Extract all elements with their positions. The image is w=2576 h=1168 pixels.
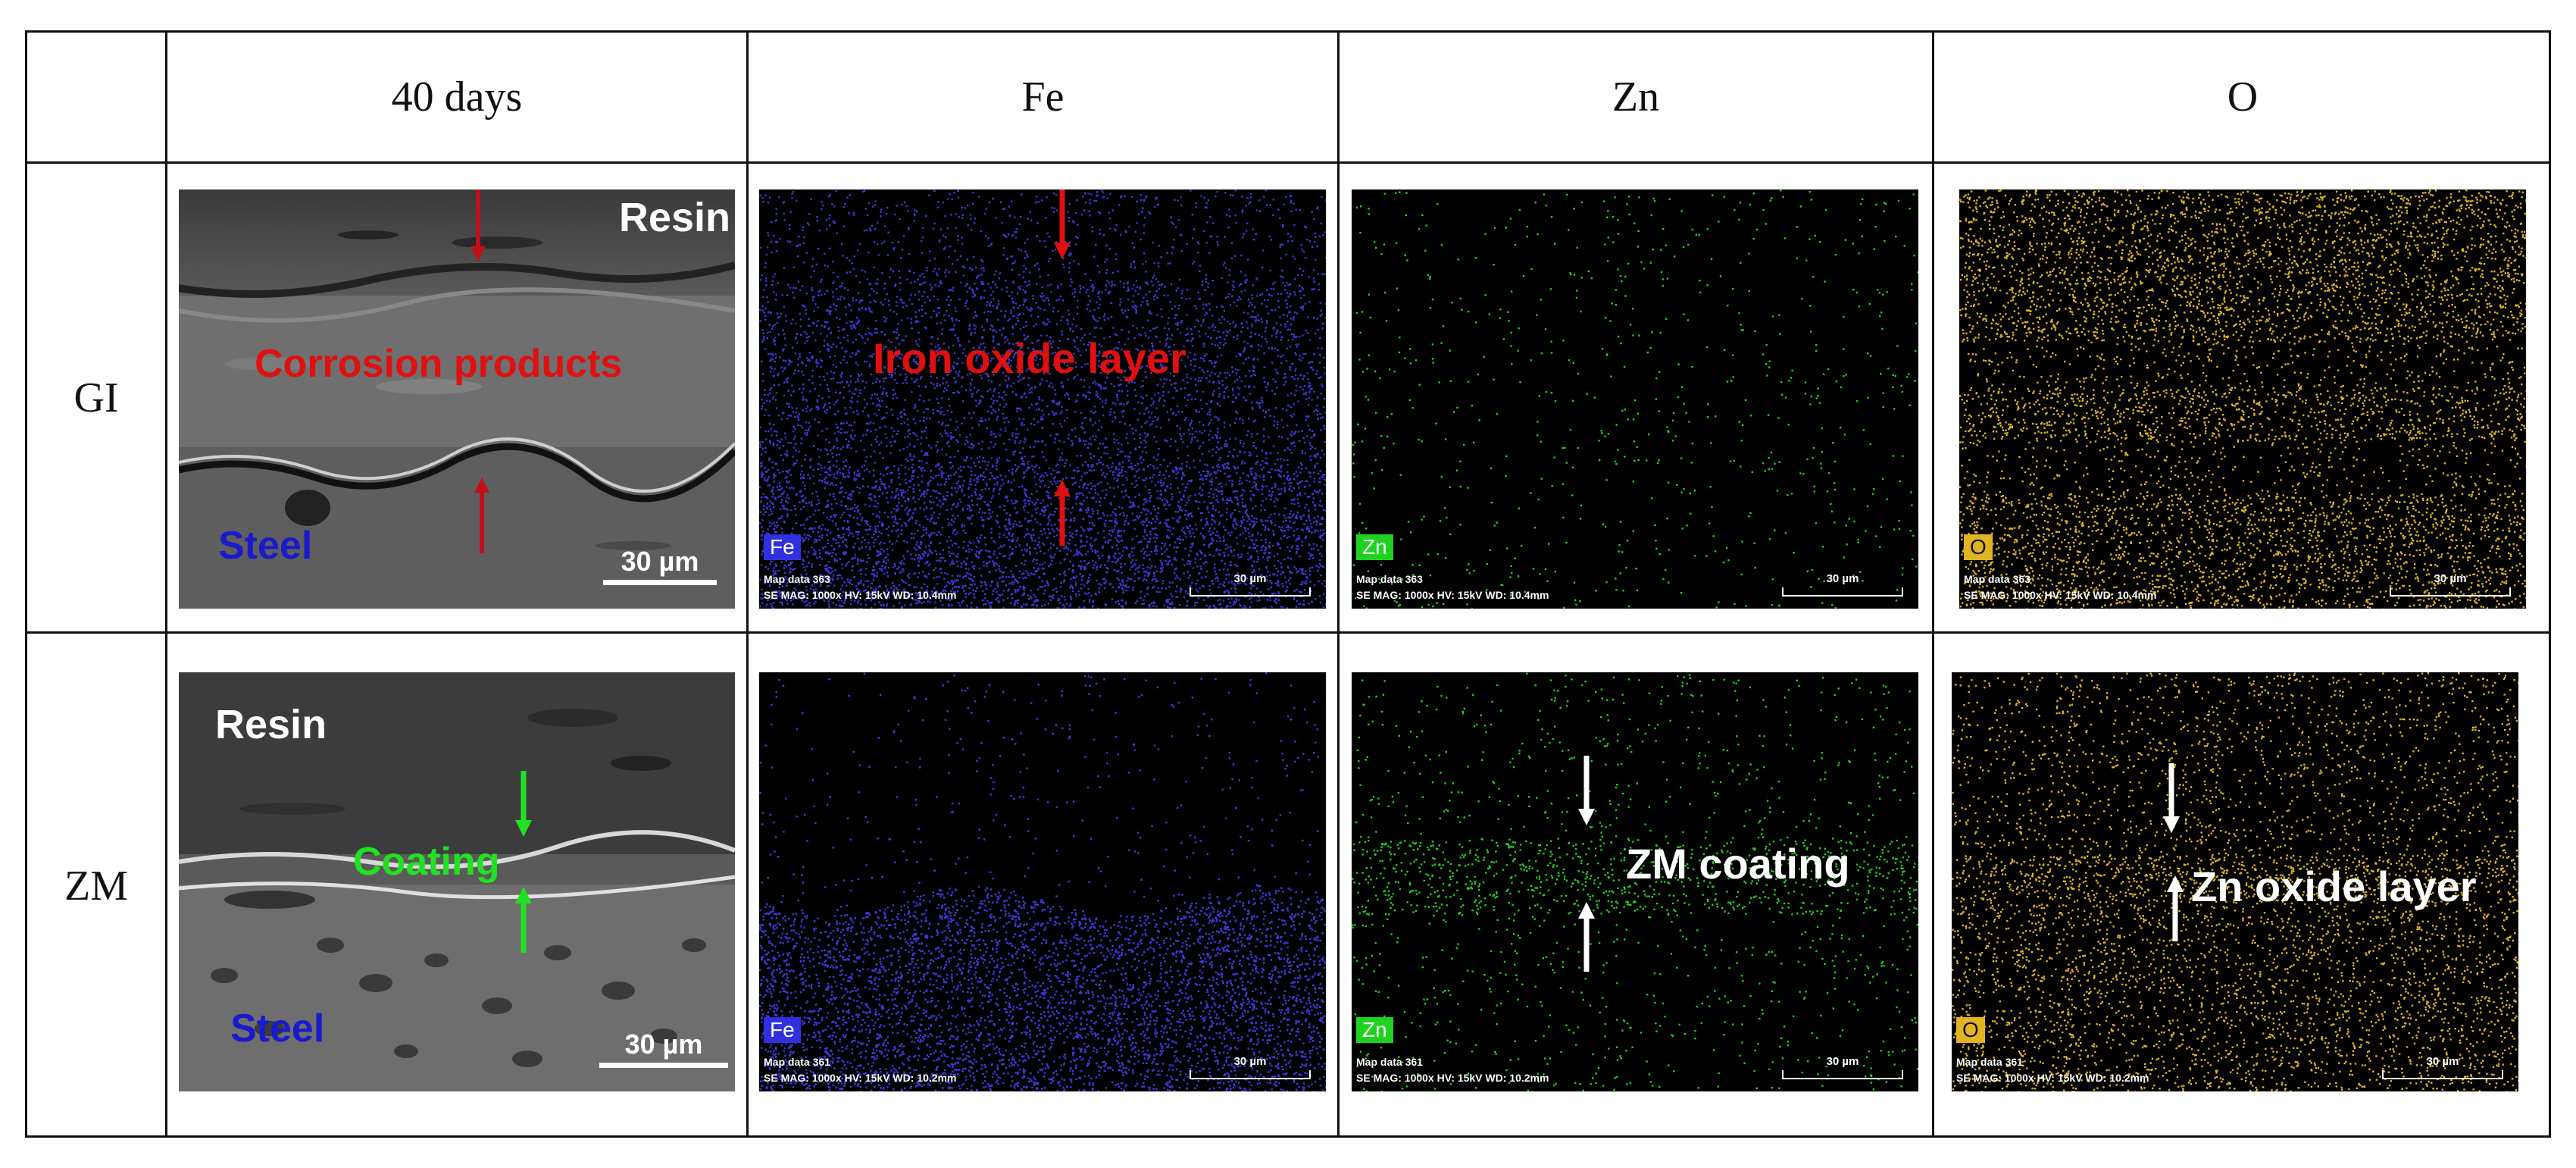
gi-zn-badge: Zn (1356, 534, 1393, 560)
zm-coating-label: Coating (353, 839, 500, 885)
gi-o-mapdata: Map data 363 (1964, 573, 2030, 586)
zm-fe-map: Fe Map data 361 SE MAG: 1000x HV: 15kV W… (759, 672, 1326, 1091)
gi-zn-params: SE MAG: 1000x HV: 15kV WD: 10.4mm (1356, 589, 1549, 602)
zm-fe-mapdata: Map data 361 (764, 1056, 830, 1069)
zm-o-arrows (2163, 763, 2184, 941)
map-speckle (1959, 189, 2526, 609)
zm-sem-arrows (515, 771, 532, 953)
map-speckle (759, 189, 1326, 609)
zm-fe-scale-text: 30 µm (1190, 1055, 1311, 1068)
zm-fe-badge: Fe (764, 1017, 801, 1043)
row-label-gi: GI (27, 164, 165, 631)
zm-o-mapdata: Map data 361 (1956, 1056, 2023, 1069)
gi-zn-scale-text: 30 µm (1782, 572, 1903, 585)
gi-o-dots (1959, 189, 2526, 609)
zm-fe-params: SE MAG: 1000x HV: 15kV WD: 10.2mm (764, 1072, 956, 1085)
gi-steel-label: Steel (218, 523, 312, 568)
gi-sem-scale-text: 30 µm (603, 546, 717, 578)
gi-sem-scale-bar (603, 580, 717, 585)
column-header-40-days: 40 days (167, 33, 746, 161)
gi-fe-dots (759, 189, 1326, 609)
gi-zn-mapdata: Map data 363 (1356, 573, 1423, 586)
column-header-zn: Zn (1340, 33, 1932, 161)
gi-o-params: SE MAG: 1000x HV: 15kV WD: 10.4mm (1964, 589, 2156, 602)
gi-zn-dots (1352, 189, 1918, 609)
gi-fe-badge: Fe (764, 534, 801, 560)
zm-fe-scale-bar (1190, 1070, 1311, 1079)
table-divider (165, 30, 167, 1138)
table-divider (1932, 30, 1934, 1138)
column-header-o: O (1934, 33, 2551, 161)
zm-zn-scale-text: 30 µm (1782, 1055, 1903, 1068)
zm-o-badge: O (1956, 1017, 1985, 1043)
gi-o-map: O Map data 363 SE MAG: 1000x HV: 15kV WD… (1959, 189, 2526, 609)
table-divider (25, 161, 2551, 164)
map-speckle (759, 672, 1326, 1091)
zm-zn-arrows (1578, 756, 1595, 972)
zm-o-scale-text: 30 µm (2382, 1055, 2503, 1068)
gi-o-scale-text: 30 µm (2390, 572, 2511, 585)
zm-zn-dots (1352, 672, 1918, 1091)
zm-o-map: Zn oxide layer O Map data 361 SE MAG: 10… (1952, 672, 2518, 1091)
zm-sem-scale-bar (599, 1063, 728, 1068)
zm-o-scale-bar (2382, 1070, 2503, 1079)
gi-o-badge: O (1964, 534, 1993, 560)
gi-sem-image: Resin Corrosion products Steel 30 µm (179, 189, 735, 609)
map-speckle (1952, 672, 2518, 1091)
map-speckle (1352, 672, 1918, 1091)
zm-o-dots (1952, 672, 2518, 1091)
gi-o-scale-bar (2390, 587, 2511, 597)
gi-fe-map: Iron oxide layer Fe Map data 363 SE MAG:… (759, 189, 1326, 609)
table-divider (1337, 30, 1340, 1138)
zm-resin-label: Resin (215, 701, 327, 748)
gi-fe-mapdata: Map data 363 (764, 573, 830, 586)
zm-steel-label: Steel (230, 1006, 324, 1051)
row-label-zm: ZM (27, 634, 165, 1138)
zm-zn-map: ZM coating Zn Map data 361 SE MAG: 1000x… (1352, 672, 1918, 1091)
gi-zn-scale-bar (1782, 587, 1903, 597)
zm-zn-params: SE MAG: 1000x HV: 15kV WD: 10.2mm (1356, 1072, 1549, 1085)
zm-o-annotation: Zn oxide layer (2191, 862, 2477, 911)
zm-o-params: SE MAG: 1000x HV: 15kV WD: 10.2mm (1956, 1072, 2149, 1085)
gi-fe-scale-bar (1190, 587, 1311, 597)
gi-fe-annotation: Iron oxide layer (873, 333, 1186, 383)
map-speckle (1352, 189, 1918, 609)
gi-resin-label: Resin (619, 194, 730, 241)
figure-table (25, 30, 2551, 1138)
table-divider (746, 30, 749, 1138)
gi-corrosion-label: Corrosion products (255, 341, 622, 387)
zm-zn-annotation: ZM coating (1626, 839, 1850, 888)
zm-zn-badge: Zn (1356, 1017, 1393, 1043)
column-header-fe: Fe (749, 33, 1337, 161)
table-divider (25, 631, 2551, 634)
zm-sem-image: Resin Coating Steel 30 µm (179, 672, 735, 1091)
zm-fe-dots (759, 672, 1326, 1091)
zm-zn-mapdata: Map data 361 (1356, 1056, 1423, 1069)
gi-fe-arrows (1054, 189, 1071, 546)
zm-sem-texture (179, 672, 735, 1091)
zm-sem-scale-text: 30 µm (599, 1029, 728, 1060)
gi-zn-map: Zn Map data 363 SE MAG: 1000x HV: 15kV W… (1352, 189, 1918, 609)
gi-fe-params: SE MAG: 1000x HV: 15kV WD: 10.4mm (764, 589, 956, 602)
gi-fe-scale-text: 30 µm (1190, 572, 1311, 585)
zm-zn-scale-bar (1782, 1070, 1903, 1079)
gi-sem-arrows (470, 189, 489, 553)
